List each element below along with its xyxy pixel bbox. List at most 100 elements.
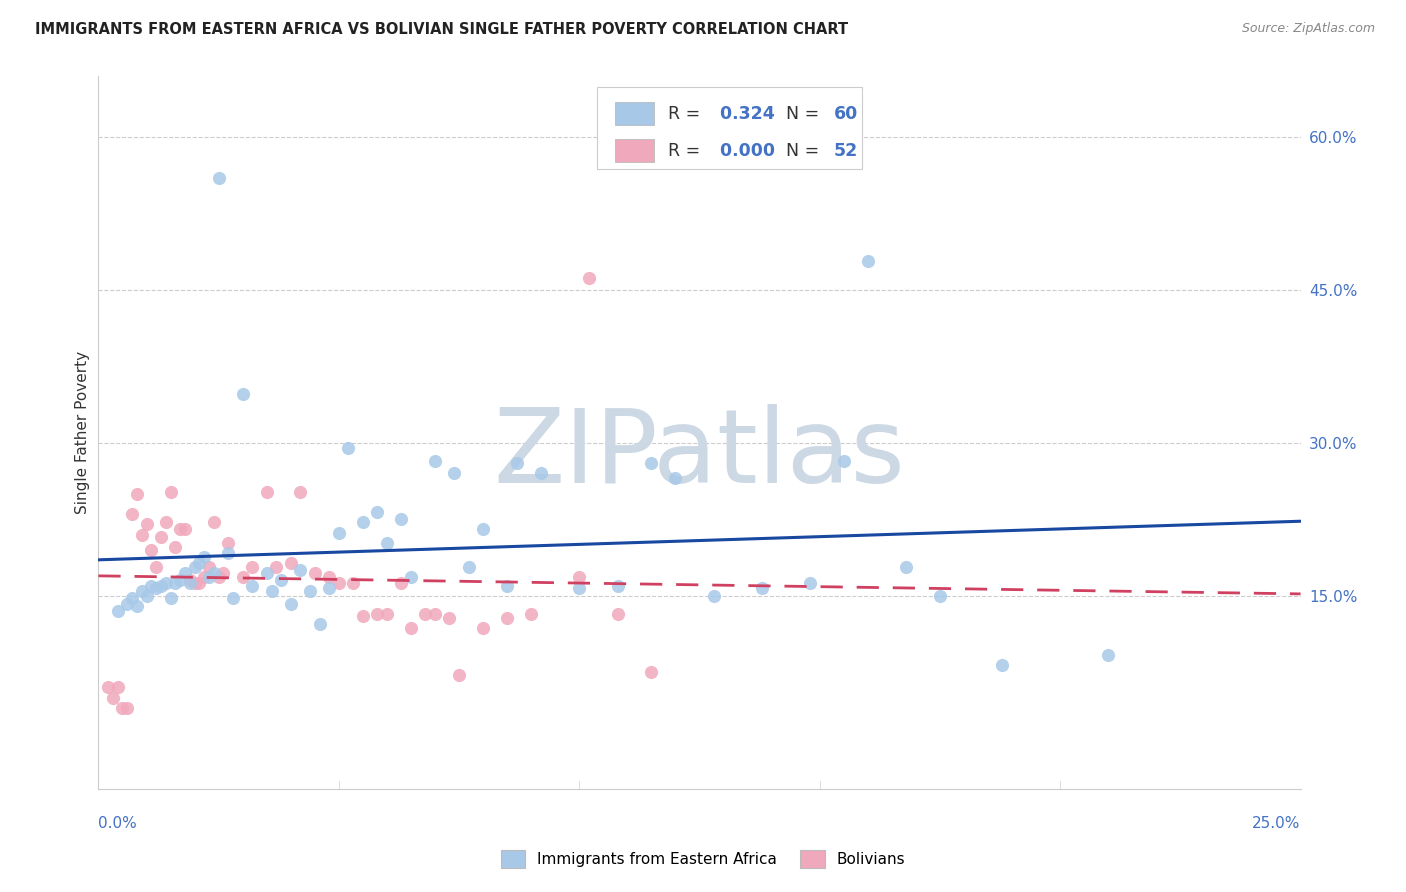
Text: ZIPatlas: ZIPatlas <box>494 403 905 505</box>
Point <box>991 658 1014 673</box>
Point <box>212 566 235 581</box>
Point <box>165 576 187 591</box>
Point <box>125 599 148 613</box>
Point <box>169 523 191 537</box>
Text: 0.000: 0.000 <box>714 142 775 160</box>
Point <box>472 621 495 635</box>
Point <box>606 578 628 592</box>
Text: R =: R = <box>668 104 706 122</box>
Point <box>256 484 278 499</box>
Point <box>179 576 201 591</box>
Point <box>496 578 519 592</box>
Point <box>352 516 374 530</box>
Point <box>141 542 163 557</box>
Point <box>174 523 197 537</box>
Point <box>328 576 350 591</box>
Point <box>131 527 153 541</box>
Point <box>366 607 388 621</box>
Point <box>496 611 519 625</box>
Point <box>135 589 157 603</box>
Point <box>174 566 197 581</box>
Point <box>664 471 686 485</box>
Point <box>256 566 278 581</box>
Point <box>117 597 139 611</box>
Text: N =: N = <box>786 142 825 160</box>
Point <box>352 609 374 624</box>
Point <box>188 576 211 591</box>
Point <box>97 681 120 695</box>
Point <box>232 387 254 401</box>
Legend: Immigrants from Eastern Africa, Bolivians: Immigrants from Eastern Africa, Bolivian… <box>495 844 911 873</box>
Point <box>270 574 292 588</box>
Point <box>240 560 263 574</box>
Point <box>606 607 628 621</box>
Point <box>439 611 461 625</box>
Point <box>135 517 157 532</box>
Point <box>107 604 129 618</box>
Point <box>169 574 191 588</box>
FancyBboxPatch shape <box>598 87 862 169</box>
Point <box>1097 648 1119 662</box>
Point <box>183 560 205 574</box>
Text: 0.0%: 0.0% <box>98 816 138 831</box>
Point <box>640 456 662 470</box>
Point <box>155 516 177 530</box>
Point <box>208 170 231 185</box>
Point <box>399 621 422 635</box>
Point <box>928 589 950 603</box>
Point <box>389 576 412 591</box>
Point <box>145 581 167 595</box>
Point <box>125 487 148 501</box>
Point <box>443 467 465 481</box>
Point <box>155 576 177 591</box>
Point <box>121 507 143 521</box>
Point <box>389 512 412 526</box>
Point <box>232 570 254 584</box>
Point <box>101 690 124 705</box>
Point <box>159 484 181 499</box>
Point <box>183 576 205 591</box>
Point <box>193 549 215 564</box>
Point <box>568 570 591 584</box>
Point <box>217 546 239 560</box>
Point <box>107 681 129 695</box>
FancyBboxPatch shape <box>616 139 654 162</box>
Point <box>280 556 302 570</box>
Point <box>856 254 879 268</box>
Point <box>179 574 201 588</box>
Point <box>472 523 495 537</box>
Point <box>117 701 139 715</box>
Point <box>640 665 662 680</box>
Point <box>328 525 350 540</box>
Point <box>290 563 312 577</box>
Point <box>506 456 529 470</box>
Point <box>280 597 302 611</box>
Point <box>149 578 172 592</box>
Point <box>366 505 388 519</box>
Point <box>222 591 245 605</box>
Text: 25.0%: 25.0% <box>1253 816 1301 831</box>
Point <box>530 467 553 481</box>
Point <box>159 591 181 605</box>
Point <box>198 570 221 584</box>
Point <box>304 566 326 581</box>
FancyBboxPatch shape <box>616 103 654 125</box>
Text: 0.324: 0.324 <box>714 104 775 122</box>
Point <box>165 540 187 554</box>
Point <box>202 566 225 581</box>
Point <box>111 701 134 715</box>
Point <box>240 578 263 592</box>
Point <box>266 560 288 574</box>
Point <box>399 570 422 584</box>
Point <box>568 581 591 595</box>
Point <box>423 454 446 468</box>
Point <box>896 560 918 574</box>
Point <box>318 581 340 595</box>
Point <box>202 516 225 530</box>
Point <box>457 560 479 574</box>
Point <box>198 560 221 574</box>
Point <box>188 556 211 570</box>
Text: 60: 60 <box>834 104 859 122</box>
Point <box>141 578 163 592</box>
Point <box>193 570 215 584</box>
